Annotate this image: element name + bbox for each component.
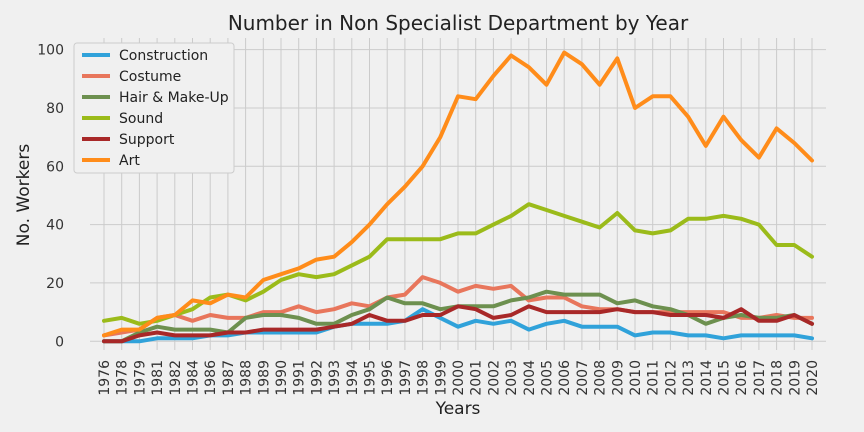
x-tick-label: 2019 [787, 360, 803, 396]
x-tick-label: 1984 [186, 360, 202, 396]
y-tick-label: 60 [46, 159, 64, 175]
x-tick-label: 1990 [274, 360, 290, 396]
legend: Construction Costume Hair & Make-Up Sound Su… [73, 42, 235, 174]
y-tick-label: 20 [46, 276, 64, 292]
series-line-support [102, 304, 814, 344]
x-tick-label: 1992 [309, 360, 325, 396]
x-tick-label: 1993 [327, 360, 343, 396]
x-tick-label: 2018 [770, 360, 786, 396]
x-tick-label: 1991 [292, 360, 308, 396]
legend-label-costume: Costume [119, 69, 181, 85]
legend-label-hair-make-up: Hair & Make-Up [119, 90, 229, 106]
chart-title: Number in Non Specialist Department by Y… [228, 11, 689, 35]
x-tick-label: 2015 [717, 360, 733, 396]
y-axis-label: No. Workers [14, 144, 34, 247]
series-line-art [102, 50, 814, 338]
x-tick-label: 1998 [416, 360, 432, 396]
x-tick-label: 2020 [805, 360, 821, 396]
x-tick-label: 1996 [380, 360, 396, 396]
y-tick-label: 40 [46, 218, 64, 234]
x-tick-label: 2002 [486, 360, 502, 396]
x-tick-label: 1988 [239, 360, 255, 396]
x-tick-label: 1982 [168, 360, 184, 396]
x-tick-label: 2006 [557, 360, 573, 396]
legend-label-art: Art [119, 153, 140, 169]
x-tick-label: 1995 [363, 360, 379, 396]
x-tick-label: 1978 [115, 360, 131, 396]
x-tick-label: 2008 [593, 360, 609, 396]
x-tick-label: 1981 [150, 360, 166, 396]
x-tick-label: 1997 [398, 360, 414, 396]
x-tick-label: 1976 [97, 360, 113, 396]
legend-label-construction: Construction [119, 48, 208, 64]
x-tick-label: 2010 [628, 360, 644, 396]
x-tick-label: 2016 [734, 360, 750, 396]
x-tick-label: 1994 [345, 360, 361, 396]
y-tick-label: 100 [37, 43, 64, 59]
x-tick-label: 2009 [610, 360, 626, 396]
x-tick-label: 1986 [203, 360, 219, 396]
x-ticks: 1976 1978 1979 1981 1982 1984 1986 1987 1988 1989… [97, 360, 821, 396]
legend-label-support: Support [119, 132, 175, 148]
legend-box [73, 42, 235, 174]
x-tick-label: 1987 [221, 360, 237, 396]
x-tick-label: 2007 [575, 360, 591, 396]
x-tick-label: 2004 [522, 360, 538, 396]
x-tick-label: 2001 [469, 360, 485, 396]
y-tick-label: 80 [46, 101, 64, 117]
x-tick-label: 2000 [451, 360, 467, 396]
x-tick-label: 2014 [699, 360, 715, 396]
x-axis-label: Years [435, 399, 481, 419]
series-line-costume [102, 275, 814, 338]
x-tick-label: 2017 [752, 360, 768, 396]
x-tick-label: 2005 [540, 360, 556, 396]
legend-label-sound: Sound [119, 111, 163, 127]
x-tick-label: 2011 [646, 360, 662, 396]
y-ticks: 0 20 40 60 80 100 [37, 43, 64, 351]
series-lines [102, 50, 814, 344]
y-tick-label: 0 [55, 334, 64, 350]
x-tick-label: 1999 [433, 360, 449, 396]
x-tick-label: 1989 [256, 360, 272, 396]
x-tick-label: 1979 [132, 360, 148, 396]
x-tick-label: 2013 [681, 360, 697, 396]
x-tick-label: 2012 [663, 360, 679, 396]
x-tick-label: 2003 [504, 360, 520, 396]
